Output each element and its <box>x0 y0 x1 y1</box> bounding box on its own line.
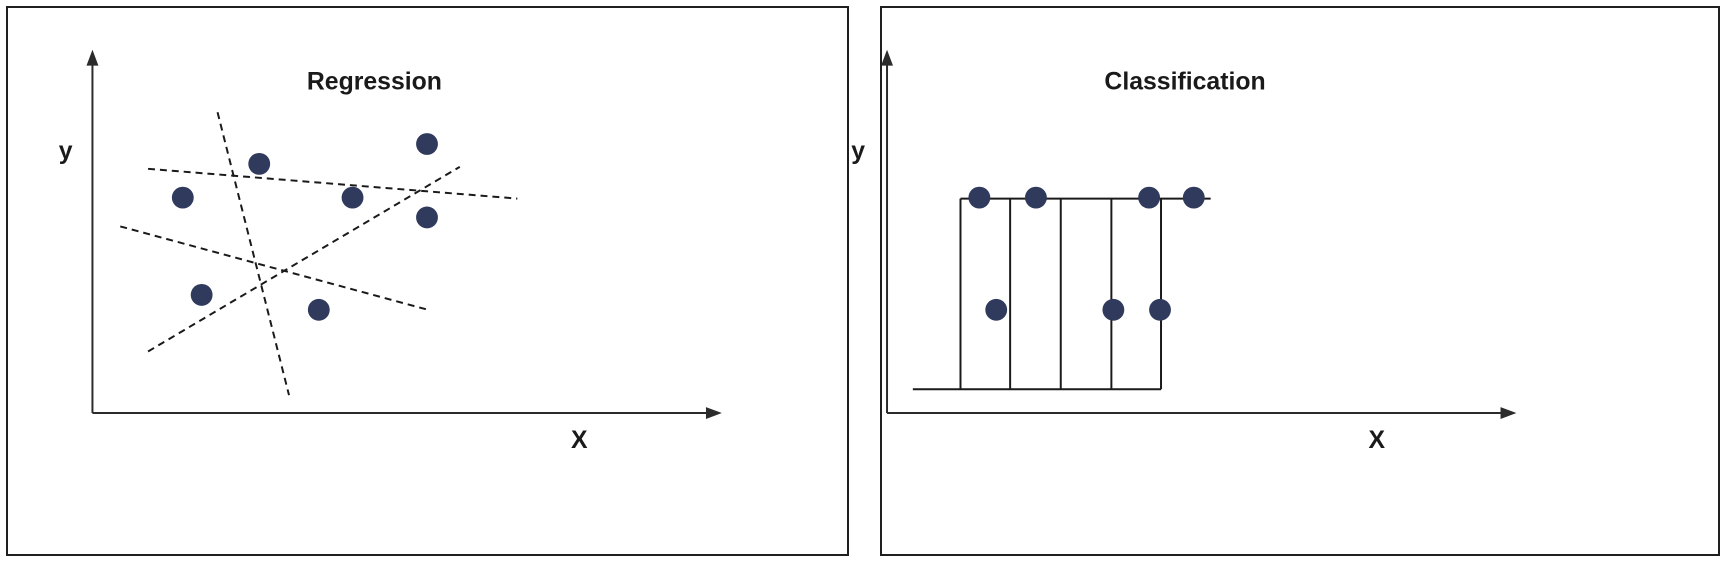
classification-point <box>1025 186 1047 209</box>
regression-x-axis-arrow-icon <box>705 407 722 419</box>
classification-title: Classification <box>1104 68 1265 95</box>
regression-point <box>416 133 438 155</box>
classification-y-label: y <box>851 138 865 165</box>
classification-step-function <box>912 197 1211 391</box>
regression-points <box>171 133 438 321</box>
classification-points <box>968 186 1205 321</box>
regression-y-axis-arrow-icon <box>86 49 99 66</box>
classification-diagram: Classification y X <box>851 49 1517 454</box>
regression-title: Regression <box>307 68 442 95</box>
regression-dashed-line-4 <box>216 111 290 396</box>
regression-axes <box>86 49 722 419</box>
regression-y-label: y <box>59 138 73 165</box>
classification-point <box>1149 298 1171 321</box>
classification-y-axis-arrow-icon <box>881 49 893 66</box>
classification-point <box>1138 186 1161 209</box>
classification-x-axis-arrow-icon <box>1500 407 1517 419</box>
classification-point <box>968 186 991 209</box>
regression-dashed-line-3 <box>147 165 461 353</box>
regression-dashed-line-1 <box>147 167 518 200</box>
regression-point <box>190 283 213 306</box>
regression-x-label: X <box>571 427 588 454</box>
classification-panel: Classification y X <box>851 6 1720 556</box>
classification-x-label: X <box>1368 427 1385 454</box>
regression-fit-lines <box>119 111 518 396</box>
classification-axes <box>881 49 1517 419</box>
classification-point <box>985 298 1008 321</box>
regression-dashed-line-2 <box>119 225 429 311</box>
regression-point <box>171 186 194 209</box>
regression-point <box>416 206 438 229</box>
regression-point <box>307 298 330 321</box>
regression-point <box>248 152 271 175</box>
regression-point <box>341 186 364 209</box>
regression-diagram: Regression y X <box>59 49 722 454</box>
classification-point <box>1182 186 1205 209</box>
classification-point <box>1102 298 1125 321</box>
regression-panel: Regression y X <box>6 6 849 556</box>
